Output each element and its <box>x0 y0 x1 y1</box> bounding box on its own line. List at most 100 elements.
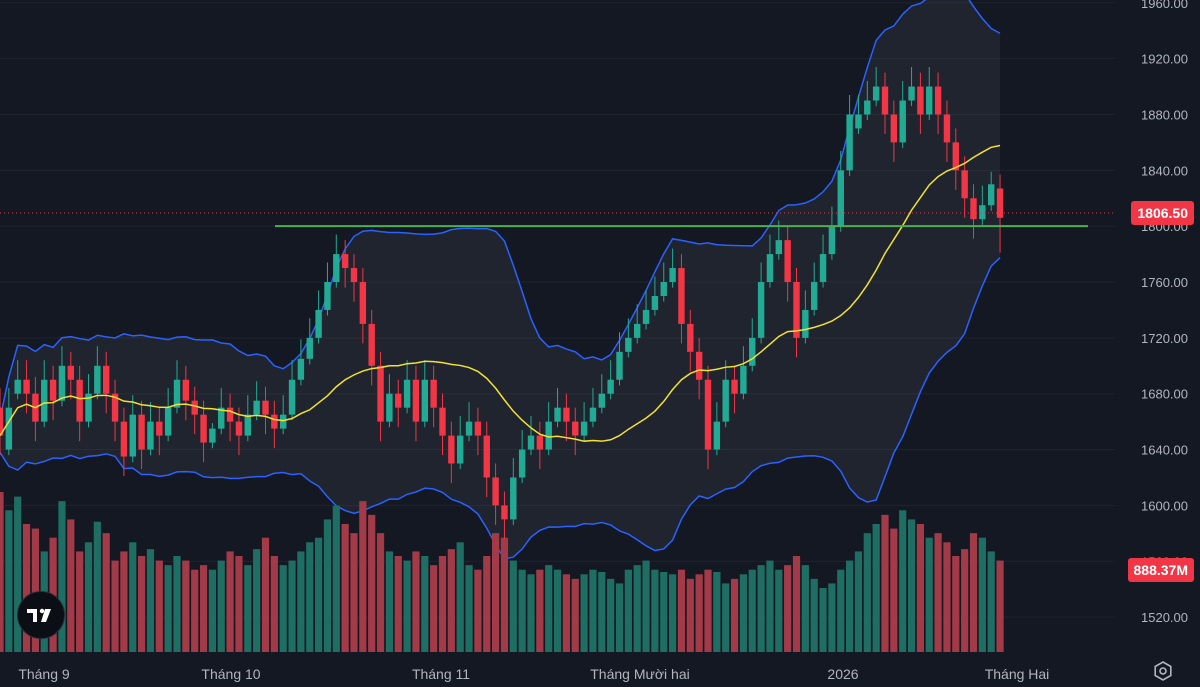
candle-body <box>280 414 287 429</box>
volume-bar <box>297 551 305 652</box>
candle-body <box>182 379 190 401</box>
tv-logo-icon <box>27 608 51 622</box>
candle-body <box>766 254 774 283</box>
candle <box>0 388 4 456</box>
volume-bar <box>235 556 243 652</box>
candle <box>846 94 853 176</box>
candle-body <box>926 86 933 115</box>
settings-gear-icon[interactable] <box>1152 660 1174 682</box>
candle-body <box>76 379 83 422</box>
volume-bar <box>208 569 216 652</box>
candle-body <box>395 393 402 408</box>
volume-bar <box>76 551 84 652</box>
candle-body <box>811 282 818 310</box>
time-axis-labels: Tháng 9 Tháng 10 Tháng 11 Tháng Mười hai 202… <box>18 666 1049 682</box>
volume-bar <box>182 560 190 652</box>
bollinger-lower-line <box>0 257 1001 560</box>
candle <box>324 262 331 316</box>
volume-bar <box>757 565 765 652</box>
volume-bar <box>102 533 110 652</box>
candle-body <box>147 421 154 450</box>
candle-body <box>430 379 437 408</box>
volume-bar <box>527 574 535 652</box>
volume-bars <box>0 492 1004 652</box>
candle <box>85 374 92 428</box>
volume-bar <box>837 569 845 652</box>
volume-bar <box>394 556 402 652</box>
volume-bar <box>545 565 553 652</box>
candle-body <box>589 407 597 422</box>
volume-bar <box>739 574 747 652</box>
candle-body <box>510 477 517 520</box>
candle <box>271 400 278 449</box>
candle <box>855 94 862 135</box>
candle <box>837 150 844 232</box>
volume-bar <box>854 551 863 652</box>
volume-bar <box>810 578 818 652</box>
candle <box>58 346 66 407</box>
candle <box>740 346 747 400</box>
candle <box>589 388 597 428</box>
candle-body <box>819 254 827 283</box>
candle-body <box>421 379 428 422</box>
candle <box>563 393 570 442</box>
price-candles <box>0 67 1004 539</box>
candle <box>262 386 269 435</box>
candle-body <box>527 435 535 450</box>
candle <box>996 174 1004 253</box>
volume-bar <box>978 537 986 652</box>
price-tick-label: 1720.00 <box>1141 331 1188 346</box>
price-tick-label: 1760.00 <box>1141 275 1188 290</box>
candle-body <box>14 379 21 394</box>
price-tick-label: 1960.00 <box>1141 0 1188 11</box>
volume-bar <box>5 510 13 652</box>
volume-bar <box>633 565 641 652</box>
last-volume-value: 888.37M <box>1133 562 1188 578</box>
candle <box>103 351 110 414</box>
volume-bar <box>465 565 473 652</box>
candle-body <box>545 421 552 450</box>
volume-bar <box>261 537 270 652</box>
candle <box>926 67 933 121</box>
moving-average-line <box>0 144 1001 442</box>
volume-bar <box>819 588 827 652</box>
volume-bar <box>22 524 31 652</box>
candle-body <box>306 337 313 359</box>
volume-bar <box>430 565 438 652</box>
candle <box>979 185 986 225</box>
candle <box>403 360 411 414</box>
volume-bar <box>199 565 208 652</box>
candle-body <box>634 323 641 338</box>
candle <box>120 407 128 477</box>
candle <box>111 379 119 442</box>
candle-body <box>94 365 101 394</box>
tradingview-logo[interactable] <box>17 591 65 639</box>
volume-bar <box>270 556 278 652</box>
candle <box>572 407 579 456</box>
volume-bar <box>403 560 411 652</box>
volume-bar <box>341 524 349 652</box>
candle <box>527 416 535 456</box>
candle-body <box>872 86 880 101</box>
candle-body <box>970 198 977 220</box>
volume-bar <box>899 510 907 652</box>
time-tick-label: Tháng 10 <box>201 666 260 682</box>
candle <box>536 421 544 470</box>
candle <box>616 332 623 386</box>
candle <box>634 304 641 344</box>
candle-body <box>917 86 924 115</box>
candle-body <box>563 407 570 422</box>
candle-body <box>979 205 986 220</box>
candle-body <box>908 86 915 101</box>
candle-body <box>784 240 791 283</box>
candle <box>306 318 313 365</box>
candle-body <box>722 379 729 422</box>
candle <box>943 100 951 162</box>
candle-body <box>403 379 411 408</box>
candle-body <box>988 184 995 206</box>
volume-bar <box>580 574 588 652</box>
time-tick-label: Tháng 11 <box>412 666 470 682</box>
volume-bar <box>925 537 933 652</box>
candle <box>722 360 729 428</box>
